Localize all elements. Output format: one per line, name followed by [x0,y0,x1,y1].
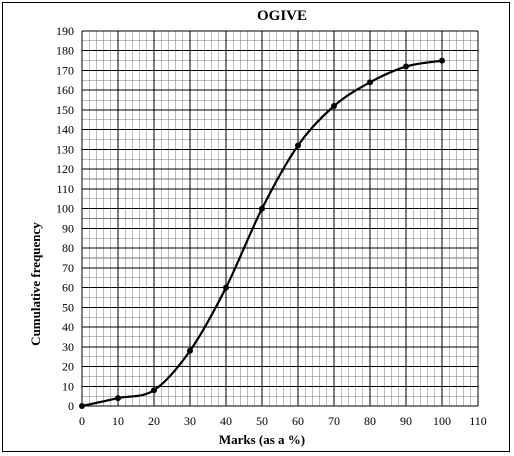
y-tick-label: 80 [62,241,74,255]
data-point [223,284,229,291]
x-tick-label: 110 [469,414,487,428]
major-gridlines [81,30,479,407]
x-tick-label: 90 [400,414,412,428]
y-tick-label: 50 [62,300,74,314]
y-tick-label: 130 [56,142,74,156]
x-tick-labels: 0 10 20 30 40 50 60 70 80 90 100 110 [79,414,487,428]
chart-frame [2,2,510,452]
data-point [295,142,301,149]
data-point [79,403,85,409]
y-tick-label: 120 [56,162,74,176]
y-tick-label: 110 [56,182,74,196]
data-point [259,205,265,212]
y-tick-label: 30 [62,340,74,354]
y-tick-label: 40 [62,320,74,334]
y-tick-label: 20 [62,360,74,374]
x-axis-title: Marks (as a %) [219,432,305,447]
minor-gridlines [82,31,478,406]
x-tick-label: 30 [184,414,196,428]
x-tick-label: 80 [364,414,376,428]
y-tick-label: 100 [56,202,74,216]
y-axis-title: Cumulative frequency [28,222,43,346]
data-point [151,387,157,394]
y-tick-label: 170 [56,63,74,77]
y-tick-label: 10 [62,379,74,393]
x-tick-label: 20 [148,414,160,428]
y-tick-label: 190 [56,24,74,38]
data-point [439,57,445,64]
y-tick-label: 150 [56,103,74,117]
y-tick-label: 140 [56,123,74,137]
x-tick-label: 10 [112,414,124,428]
data-point [331,103,337,109]
data-point [367,79,373,86]
y-tick-label: 0 [68,399,74,413]
y-tick-labels: 0 10 20 30 40 50 60 70 80 90 100 110 120 130 140 150 160… [56,24,74,413]
x-tick-label: 50 [256,414,268,428]
y-tick-label: 90 [62,221,74,235]
x-tick-label: 100 [433,414,451,428]
chart-title: OGIVE [257,8,307,24]
x-tick-label: 70 [328,414,340,428]
y-tick-label: 160 [56,83,74,97]
y-tick-label: 60 [62,281,74,295]
data-points [79,57,445,409]
x-tick-label: 0 [79,414,85,428]
y-tick-label: 70 [62,261,74,275]
x-tick-label: 60 [292,414,304,428]
data-point [403,63,409,70]
data-point [187,347,193,354]
data-point [115,395,121,402]
x-tick-label: 40 [220,414,232,428]
y-tick-label: 180 [56,44,74,58]
